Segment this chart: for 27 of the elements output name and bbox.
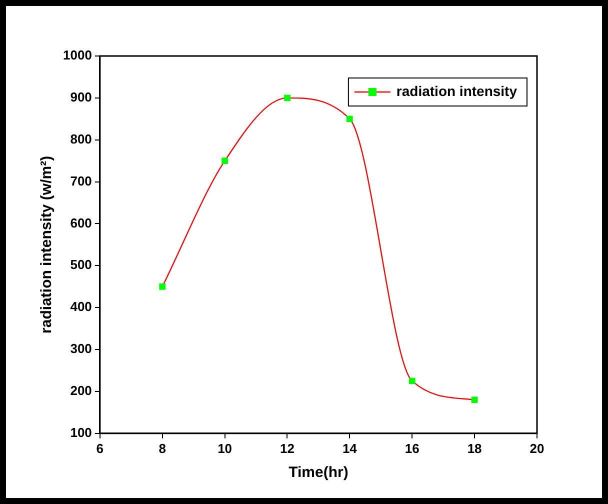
point	[408, 378, 416, 384]
point	[159, 283, 166, 290]
y-tick-label: 200	[70, 383, 92, 398]
x-tick-label: 8	[158, 440, 166, 456]
point	[284, 94, 290, 102]
y-tick-label: 800	[70, 131, 92, 146]
x-tick-label: 16	[404, 440, 420, 456]
point	[471, 396, 478, 404]
y-tick-label: 700	[70, 173, 92, 188]
x-tick-label: 14	[342, 440, 358, 456]
y-tick-label: 400	[70, 299, 92, 314]
x-axis-title: Time(hr)	[288, 464, 348, 482]
point	[222, 158, 228, 164]
y-axis-title: radiation intensity (w/m²)	[38, 156, 56, 334]
y-tick-label: 1000	[63, 48, 92, 63]
legend-label: radiation intensity	[396, 82, 518, 99]
x-tick-label: 20	[530, 440, 544, 456]
point	[346, 116, 353, 122]
y-tick-label: 500	[70, 257, 92, 272]
x-tick-label: 18	[467, 440, 482, 456]
y-tick-label: 900	[70, 90, 92, 105]
y-tick-label: 600	[70, 215, 92, 230]
y-tick-label: 300	[70, 341, 92, 356]
x-tick-label: 10	[218, 440, 232, 456]
y-tick-label: 100	[70, 424, 92, 440]
x-tick-label: 6	[96, 440, 104, 456]
x-tick-label: 12	[280, 440, 294, 456]
